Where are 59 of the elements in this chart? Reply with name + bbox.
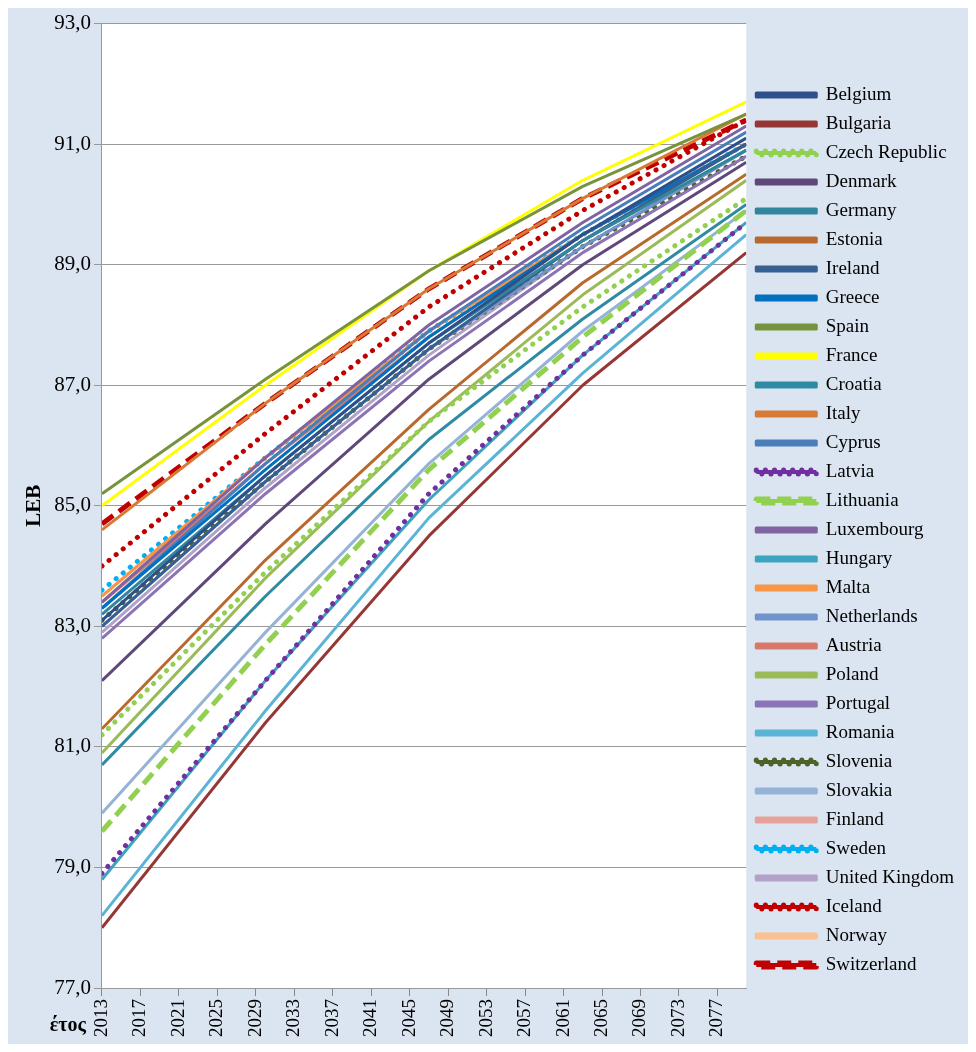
legend-label: Greece (825, 285, 880, 307)
legend-label: Iceland (825, 894, 883, 916)
legend-label: Lithuania (825, 488, 900, 510)
legend-label: Netherlands (825, 604, 918, 626)
legend-label: Bulgaria (825, 111, 892, 133)
legend-label: Estonia (825, 227, 884, 249)
x-tick-label: 2041 (359, 999, 381, 1037)
legend-label: Ireland (825, 256, 881, 278)
legend-label: Hungary (825, 546, 893, 568)
legend-label: Slovakia (825, 778, 893, 800)
legend-label: Malta (825, 575, 871, 597)
x-tick-label: 2077 (705, 999, 727, 1037)
legend-label: Portugal (825, 691, 891, 713)
legend-label: Spain (825, 314, 870, 336)
x-tick-label: 2029 (243, 999, 265, 1037)
y-tick-label: 83,0 (54, 612, 91, 637)
y-axis-title: LEB (21, 484, 46, 527)
x-tick-label: 2069 (628, 999, 650, 1037)
legend-label: Latvia (825, 459, 875, 481)
legend-label: Italy (825, 401, 862, 423)
x-tick-label: 2061 (551, 999, 573, 1037)
y-tick-label: 79,0 (54, 853, 91, 878)
legend-label: Romania (825, 720, 895, 742)
y-tick-label: 91,0 (54, 130, 91, 155)
y-tick-label: 81,0 (54, 733, 91, 758)
legend-label: Norway (825, 923, 888, 945)
legend-label: Croatia (825, 372, 883, 394)
y-tick-label: 77,0 (54, 974, 91, 999)
legend-label: Cyprus (825, 430, 881, 452)
y-tick-label: 85,0 (54, 492, 91, 517)
x-tick-label: 2033 (282, 999, 304, 1037)
y-tick-label: 89,0 (54, 251, 91, 276)
x-tick-label: 2021 (166, 999, 188, 1037)
legend-label: Belgium (825, 82, 892, 104)
x-axis-title: έτος (49, 1013, 87, 1037)
legend-label: Denmark (825, 169, 897, 191)
legend-label: Slovenia (825, 749, 893, 771)
legend-label: Germany (825, 198, 897, 220)
x-tick-label: 2053 (474, 999, 496, 1037)
legend-label: Austria (825, 633, 883, 655)
x-tick-label: 2017 (128, 999, 150, 1037)
x-tick-label: 2037 (320, 999, 342, 1037)
legend-label: United Kingdom (825, 865, 955, 887)
x-tick-label: 2049 (436, 999, 458, 1037)
x-tick-label: 2073 (666, 999, 688, 1037)
x-tick-label: 2057 (513, 999, 535, 1037)
x-tick-label: 2065 (590, 999, 611, 1037)
legend-label: Poland (825, 662, 880, 684)
y-tick-label: 87,0 (54, 371, 91, 396)
legend-label: Luxembourg (825, 517, 925, 539)
legend-label: France (825, 343, 878, 365)
x-tick-label: 2045 (397, 999, 419, 1037)
x-tick-label: 2013 (89, 999, 111, 1037)
legend-label: Switzerland (825, 952, 918, 974)
x-tick-label: 2025 (205, 999, 227, 1037)
y-tick-label: 93,0 (54, 10, 91, 35)
legend-label: Sweden (825, 836, 887, 858)
legend-label: Finland (825, 807, 885, 829)
legend-label: Czech Republic (825, 140, 947, 162)
